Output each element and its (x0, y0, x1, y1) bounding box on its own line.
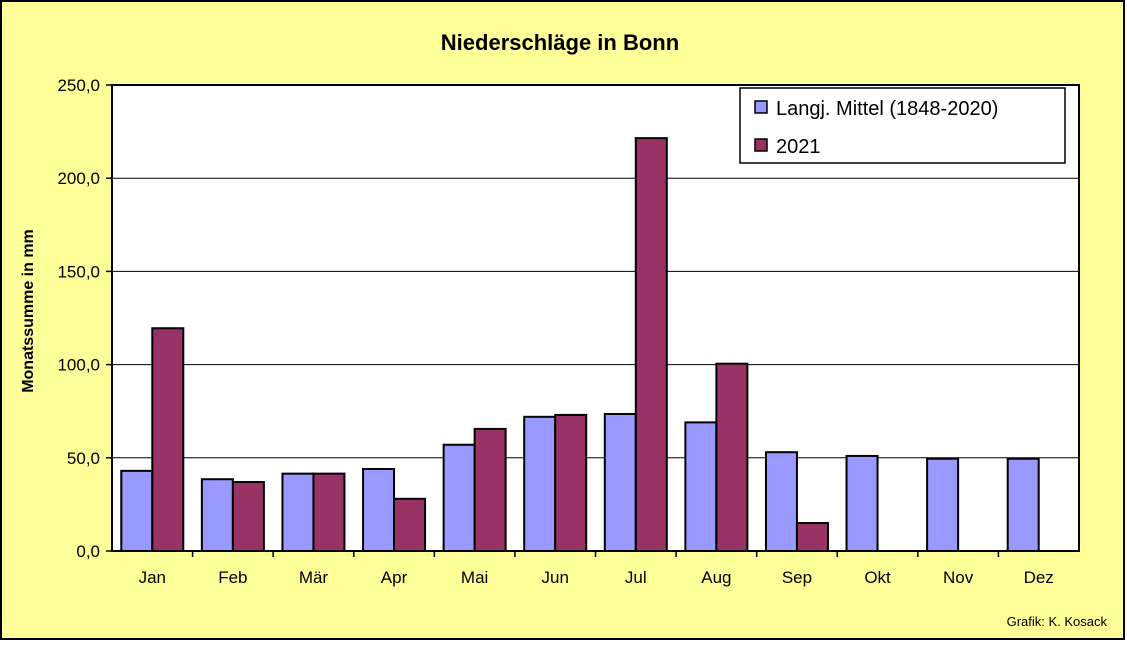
bar-series-1 (684, 421, 718, 552)
bar-series-1 (1006, 457, 1040, 552)
bar-series-1 (523, 415, 557, 552)
bar-series-2 (231, 481, 265, 553)
bar-series-1 (200, 478, 234, 552)
x-tick-label: Okt (864, 568, 891, 587)
bars (120, 137, 1040, 553)
y-tick-label: 200,0 (57, 169, 100, 188)
bar-series-2 (634, 137, 668, 552)
y-tick-label: 250,0 (57, 76, 100, 95)
x-tick-label: Mai (461, 568, 488, 587)
bar-series-1 (845, 454, 879, 553)
x-tick-label: Sep (782, 568, 812, 587)
x-tick-label: Jun (541, 568, 568, 587)
bar-series-2 (151, 327, 185, 553)
x-axis-ticks: Jan Feb Mär Apr Mai Jun Jul Aug Sep Okt Nov Dez (139, 551, 1054, 587)
bar-series-2 (715, 362, 749, 552)
legend-swatch-series-1 (754, 100, 768, 114)
y-tick-label: 0,0 (76, 542, 100, 561)
y-axis-ticks: 0,0 50,0 100,0 150,0 200,0 250,0 (57, 76, 112, 561)
x-tick-label: Jul (625, 568, 647, 587)
x-tick-label: Aug (701, 568, 731, 587)
bar-series-2 (795, 522, 829, 552)
chart-title: Niederschläge in Bonn (441, 30, 679, 55)
bar-series-1 (926, 457, 960, 552)
bar-series-1 (603, 412, 637, 552)
bar-series-2 (312, 472, 346, 553)
x-tick-label: Dez (1024, 568, 1054, 587)
x-tick-label: Nov (943, 568, 974, 587)
x-tick-label: Feb (218, 568, 247, 587)
bar-series-2 (473, 427, 507, 552)
bar-series-1 (764, 451, 798, 553)
x-tick-label: Jan (139, 568, 166, 587)
legend-swatch-series-2 (754, 138, 768, 152)
gridlines (112, 177, 1079, 459)
bar-series-1 (362, 467, 396, 553)
legend: Langj. Mittel (1848-2020) 2021 (739, 87, 1066, 164)
y-tick-label: 50,0 (67, 449, 100, 468)
y-tick-label: 150,0 (57, 262, 100, 281)
legend-label-series-2: 2021 (776, 136, 821, 158)
bar-series-1 (120, 469, 154, 552)
bar-series-1 (442, 443, 476, 553)
y-tick-label: 100,0 (57, 356, 100, 375)
chart-credit: Grafik: K. Kosack (1007, 614, 1108, 629)
bar-series-2 (393, 497, 427, 553)
bar-series-2 (554, 413, 588, 553)
y-axis-label: Monatssumme in mm (20, 229, 37, 393)
legend-box (739, 87, 1066, 164)
legend-label-series-1: Langj. Mittel (1848-2020) (776, 98, 998, 120)
x-tick-label: Mär (299, 568, 329, 587)
x-tick-label: Apr (381, 568, 408, 587)
bar-series-1 (281, 472, 315, 553)
